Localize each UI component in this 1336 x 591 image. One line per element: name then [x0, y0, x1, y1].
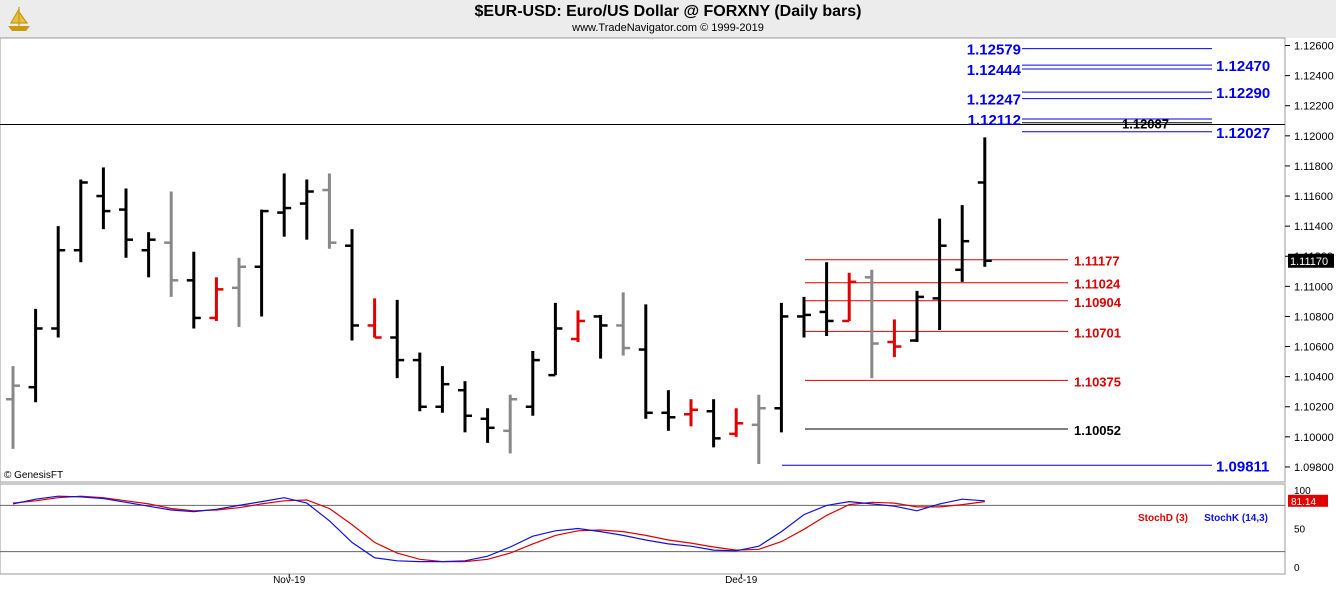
chart-title: $EUR-USD: Euro/US Dollar @ FORXNY (Daily… [474, 3, 862, 20]
ohlc-bar [458, 381, 472, 433]
price-tick-label: 1.11600 [1294, 191, 1333, 203]
price-tick-label: 1.10000 [1294, 432, 1334, 444]
ohlc-bar [955, 205, 970, 282]
stoch-tick-label: 100 [1294, 486, 1311, 497]
stochd-legend: StochD (3) [1138, 513, 1188, 524]
ohlc-bar [51, 226, 66, 338]
ohlc-bar [28, 308, 43, 403]
date-label: Dec-19 [725, 575, 758, 586]
ohlc-bar [751, 394, 766, 464]
ohlc-bar [593, 314, 608, 359]
ohlc-bar [141, 232, 156, 278]
stochd-line [12, 495, 985, 563]
stochastic-panel-frame [0, 483, 1286, 575]
level-label: 1.10375 [1074, 374, 1121, 389]
ohlc-bar [706, 399, 721, 448]
ohlc-bar [548, 302, 563, 377]
last-price-box [1288, 253, 1334, 268]
ohlc-bar [96, 167, 111, 230]
level-label: 1.10904 [1074, 295, 1122, 310]
ohlc-bar [819, 262, 834, 337]
date-label: Nov-19 [273, 575, 306, 586]
ohlc-bar [119, 188, 133, 258]
ohlc-bar [322, 173, 337, 249]
stochk-line [12, 495, 985, 563]
ohlc-bar [977, 137, 992, 267]
price-panel-frame [0, 37, 1286, 483]
ohlc-bar [797, 296, 811, 338]
ohlc-bar [164, 191, 179, 297]
ohlc-bar [571, 310, 585, 343]
ohlc-bar [209, 277, 224, 321]
level-label: 1.12444 [967, 62, 1022, 79]
price-tick-label: 1.11000 [1294, 281, 1333, 293]
ohlc-bar [616, 292, 631, 356]
ohlc-bar [684, 399, 698, 427]
ohlc-bar [6, 366, 20, 449]
price-tick-label: 1.11800 [1294, 161, 1333, 173]
ohlc-bar [254, 209, 269, 317]
ohlc-bar [73, 179, 88, 263]
price-tick-label: 1.09800 [1294, 462, 1334, 474]
level-label: 1.12470 [1216, 58, 1270, 75]
price-tick-label: 1.10400 [1294, 372, 1334, 384]
ohlc-bar [932, 218, 947, 330]
ohlc-bar [186, 251, 201, 329]
price-tick-label: 1.12600 [1294, 41, 1334, 53]
ohlc-bar [638, 304, 653, 419]
copyright-label: © GenesisFT [4, 470, 63, 481]
ohlc-bar [864, 269, 879, 379]
level-label: 1.12579 [967, 42, 1021, 59]
ohlc-bar [412, 352, 427, 412]
ohlc-bar [503, 394, 518, 454]
ohlc-bar [887, 319, 902, 358]
stochk-value-box [1288, 494, 1328, 507]
level-label: 1.11024 [1074, 277, 1121, 292]
ohlc-bar [525, 351, 540, 416]
last-price-label: 1.11170 [1290, 256, 1328, 268]
stochk-legend: StochK (14,3) [1204, 513, 1268, 524]
ohlc-bar [729, 408, 744, 437]
ohlc-bar [435, 366, 450, 413]
ohlc-bar [910, 290, 924, 343]
price-tick-label: 1.11400 [1294, 221, 1333, 233]
stoch-tick-label: 50 [1294, 525, 1306, 536]
ohlc-bar [842, 272, 857, 323]
level-label: 1.12247 [967, 92, 1021, 109]
chart-subtitle: www.TradeNavigator.com © 1999-2019 [572, 22, 764, 34]
level-label: 1.12290 [1216, 85, 1270, 102]
price-tick-label: 1.10600 [1294, 342, 1334, 354]
ohlc-bar [345, 229, 359, 341]
level-label: 1.12112 [968, 112, 1021, 129]
price-tick-label: 1.12000 [1294, 131, 1334, 143]
ohlc-bar [390, 299, 405, 379]
level-label: 1.12027 [1216, 125, 1270, 142]
price-tick-label: 1.10200 [1294, 402, 1334, 414]
ohlc-bar [299, 179, 314, 240]
stoch-tick-label: 0 [1294, 563, 1300, 574]
ohlc-bar [277, 173, 292, 237]
level-label: 1.10052 [1074, 423, 1121, 438]
price-tick-label: 1.12400 [1294, 71, 1334, 83]
chart-header [0, 0, 1336, 38]
level-label: 1.11177 [1074, 254, 1120, 269]
ohlc-bar [232, 257, 246, 327]
sailing-ship-logo-icon [4, 4, 34, 39]
level-label: 1.10701 [1074, 325, 1121, 340]
level-label: 1.09811 [1216, 458, 1269, 475]
ohlc-bar [774, 302, 789, 433]
stochk-value-label: 81.14 [1291, 497, 1316, 508]
ohlc-bar [661, 390, 676, 431]
price-tick-label: 1.10800 [1294, 311, 1334, 323]
price-tick-label: 1.12200 [1294, 101, 1334, 113]
ohlc-bar [480, 408, 495, 443]
ohlc-bar [367, 298, 382, 339]
level-label: 1.12087 [1122, 117, 1169, 132]
